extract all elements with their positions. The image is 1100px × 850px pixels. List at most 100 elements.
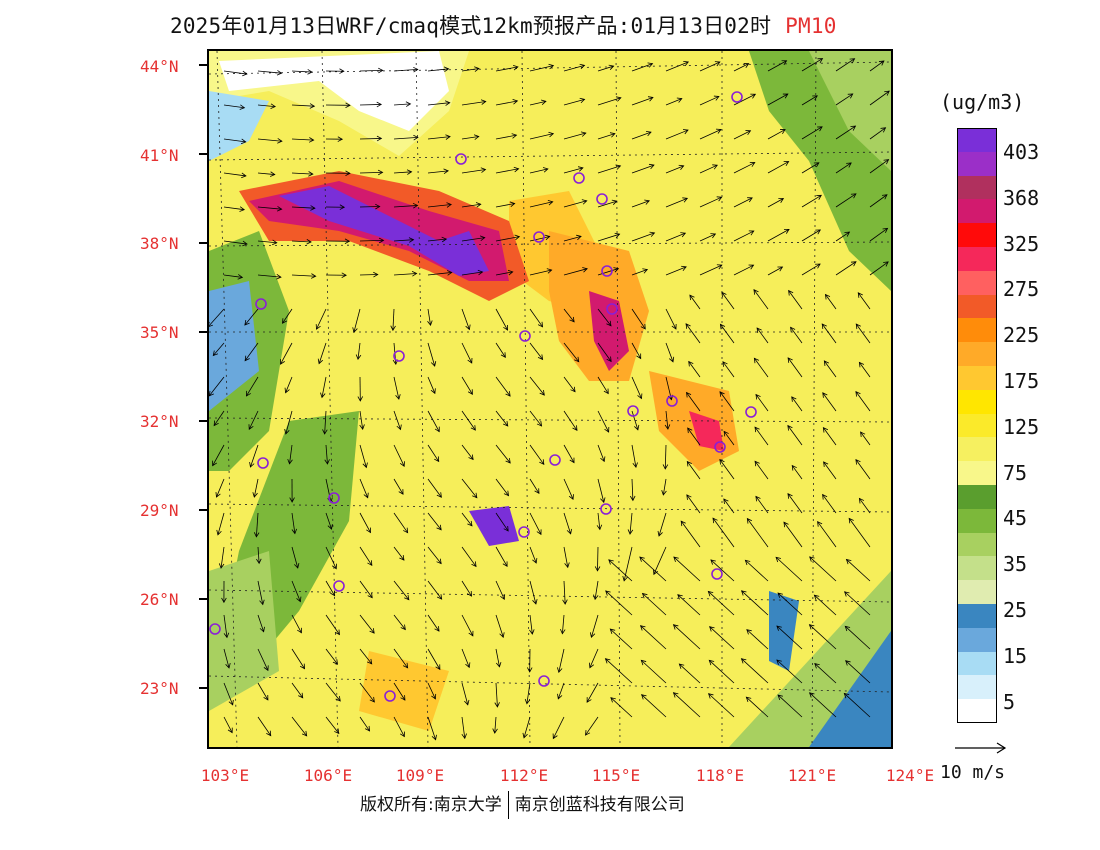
wind-vector <box>244 342 259 362</box>
wind-vector <box>631 444 638 469</box>
wind-vector <box>359 444 368 469</box>
wind-vector <box>597 199 618 208</box>
wind-vector <box>775 556 803 582</box>
wind-vector <box>291 546 300 569</box>
wind-vector <box>708 659 735 684</box>
wind-vector <box>257 206 283 212</box>
wind-vector <box>461 478 478 499</box>
wind-vector <box>817 521 837 548</box>
wind-vector <box>563 410 578 431</box>
wind-vector <box>325 102 351 108</box>
wind-vector <box>631 96 654 106</box>
colorbar-swatch <box>957 413 997 438</box>
wind-vector <box>522 716 531 739</box>
wind-vector <box>787 493 803 514</box>
wind-vector <box>427 580 443 600</box>
footer-separator <box>507 791 509 819</box>
wind-vector <box>359 648 373 665</box>
wind-vector <box>427 134 451 140</box>
colorbar-label: 368 <box>1003 185 1040 210</box>
wind-vector <box>461 682 470 706</box>
wind-vector <box>835 125 857 140</box>
wind-vector <box>359 410 365 430</box>
wind-vector <box>767 198 785 208</box>
wind-vector <box>755 393 769 412</box>
wind-vector <box>610 697 633 718</box>
colorbar-swatch <box>957 484 997 509</box>
wind-vector <box>495 64 519 72</box>
colorbar-label: 25 <box>1003 598 1028 622</box>
wind-vector <box>393 512 409 534</box>
wind-vector <box>495 201 516 208</box>
wind-vector <box>325 648 339 665</box>
wind-vector <box>393 478 404 495</box>
wind-vector <box>855 323 871 344</box>
wind-vector <box>639 556 667 582</box>
wind-vector <box>223 648 231 669</box>
wind-vector <box>359 67 384 74</box>
wind-vector <box>723 430 735 446</box>
wind-vector <box>783 521 803 548</box>
wind-vector <box>686 391 701 412</box>
wind-vector <box>461 66 480 72</box>
wind-vector <box>529 167 549 174</box>
wind-vector <box>427 202 452 208</box>
wind-vector <box>563 166 584 174</box>
wind-vector <box>325 546 337 570</box>
southwest-lightgreen <box>209 551 279 711</box>
wind-vector <box>845 660 871 684</box>
wind-vector <box>563 131 587 140</box>
wind-vector <box>529 614 535 635</box>
wind-vector <box>557 682 565 700</box>
wind-vector <box>857 292 871 310</box>
lat-label-32: 32°N <box>140 412 179 431</box>
wind-vector <box>495 512 509 532</box>
wind-vector <box>809 556 837 582</box>
wind-vector <box>291 682 304 699</box>
wind-vector <box>722 361 735 378</box>
wind-vector <box>801 194 822 208</box>
wind-vector <box>754 426 769 446</box>
colorbar-swatch <box>957 342 997 366</box>
wind-vector <box>245 376 259 397</box>
wind-vector <box>461 580 472 597</box>
wind-vector <box>393 134 419 141</box>
wind-vector <box>461 614 474 637</box>
copyright-footer: 版权所有:南京大学 南京创蓝科技有限公司 <box>360 790 685 819</box>
city-station-marker <box>328 492 340 504</box>
wind-vector <box>529 478 540 495</box>
wind-vector <box>461 444 474 461</box>
copyright-left: 版权所有:南京大学 <box>360 795 502 815</box>
wind-vector <box>223 682 234 706</box>
wind-vector <box>325 580 336 597</box>
wind-vector <box>835 261 857 276</box>
wind-vector <box>393 682 406 701</box>
wind-vector <box>869 159 890 174</box>
huabei-hotspot <box>589 291 629 371</box>
wind-vector <box>686 460 701 480</box>
wind-vector <box>529 580 538 605</box>
wind-vector <box>257 682 269 701</box>
wind-vector <box>209 376 225 397</box>
wind-vector <box>495 308 508 331</box>
wind-vector <box>563 342 580 363</box>
west-blue <box>209 281 259 411</box>
wind-vector <box>608 559 633 582</box>
wind-vector <box>427 66 450 72</box>
wind-vector <box>393 169 413 175</box>
wind-vector <box>641 694 667 718</box>
wind-vector <box>589 614 599 639</box>
lon-label-115: 115°E <box>591 766 641 785</box>
wind-vector <box>801 162 820 174</box>
colorbar-swatch <box>957 175 997 200</box>
wind-vector <box>494 682 500 708</box>
wind-vector <box>631 308 646 330</box>
wind-vector <box>777 694 803 718</box>
wind-vector <box>586 682 599 703</box>
wind-vector <box>869 261 889 276</box>
wind-vector <box>282 308 293 324</box>
wind-vector <box>801 229 822 242</box>
wind-vector <box>427 100 451 106</box>
wind-vector <box>813 594 837 616</box>
wind-vector <box>359 512 371 534</box>
